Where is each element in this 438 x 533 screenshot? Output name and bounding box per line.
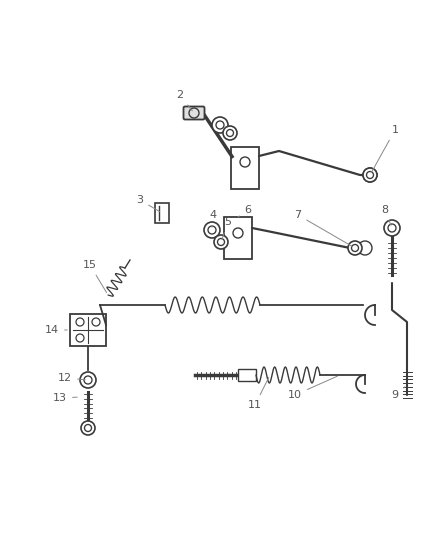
Circle shape	[81, 421, 95, 435]
Circle shape	[84, 376, 92, 384]
Circle shape	[85, 424, 92, 432]
Bar	[224, 217, 252, 259]
Circle shape	[348, 241, 362, 255]
Text: 14: 14	[45, 325, 67, 335]
Text: 2: 2	[177, 90, 192, 111]
Circle shape	[233, 228, 243, 238]
Circle shape	[367, 172, 374, 179]
Circle shape	[76, 334, 84, 342]
Text: 15: 15	[83, 260, 106, 293]
Circle shape	[352, 245, 358, 252]
Text: 8: 8	[381, 205, 391, 225]
Circle shape	[240, 157, 250, 167]
FancyBboxPatch shape	[184, 107, 205, 119]
Text: 7: 7	[294, 210, 353, 247]
Circle shape	[384, 220, 400, 236]
Bar	[70, 314, 106, 346]
Circle shape	[388, 224, 396, 232]
Circle shape	[189, 108, 199, 118]
Text: 5: 5	[222, 217, 232, 239]
Circle shape	[212, 117, 228, 133]
Circle shape	[363, 168, 377, 182]
Circle shape	[218, 238, 225, 246]
Text: 3: 3	[137, 195, 159, 212]
Bar	[155, 203, 169, 223]
Text: 10: 10	[288, 376, 337, 400]
Text: 4: 4	[209, 210, 216, 227]
Circle shape	[226, 130, 233, 136]
Text: 11: 11	[248, 377, 269, 410]
Text: 1: 1	[371, 125, 399, 173]
Circle shape	[208, 226, 216, 234]
Circle shape	[358, 241, 372, 255]
Circle shape	[216, 121, 224, 129]
Bar	[231, 147, 259, 189]
Circle shape	[204, 222, 220, 238]
Circle shape	[223, 126, 237, 140]
Text: 12: 12	[58, 373, 85, 383]
Bar	[238, 369, 256, 381]
Text: 6: 6	[238, 205, 251, 217]
Circle shape	[80, 372, 96, 388]
Circle shape	[92, 318, 100, 326]
Circle shape	[363, 168, 377, 182]
Circle shape	[76, 318, 84, 326]
Text: 9: 9	[392, 387, 405, 400]
Circle shape	[214, 235, 228, 249]
Text: 13: 13	[53, 393, 77, 403]
